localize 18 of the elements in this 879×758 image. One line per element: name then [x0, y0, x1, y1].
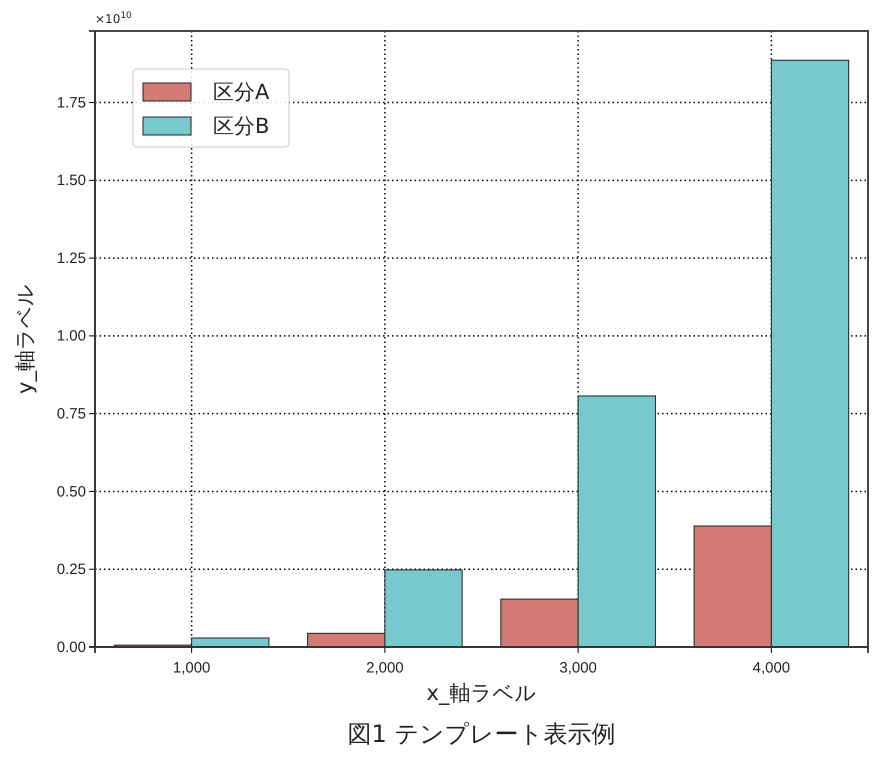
- y-tick-label: 1.75: [56, 94, 86, 112]
- x-tick-label: 1,000: [172, 660, 210, 676]
- y-tick-label: 0.25: [56, 561, 86, 578]
- y-axis-title: y_軸ラベル: [13, 284, 37, 394]
- y-tick-label: 1.50: [56, 172, 86, 190]
- y-tick-label: 0.50: [56, 483, 86, 500]
- y-tick-label: 0.75: [56, 405, 86, 422]
- y-tick-label: 1.00: [56, 328, 86, 345]
- x-tick-label: 2,000: [366, 660, 404, 676]
- x-axis-title: x_軸ラベル: [426, 681, 536, 705]
- text: ×10$^{10}$: [95, 11, 132, 26]
- y-tick-label: 0.00: [56, 638, 86, 656]
- x-tick-label: 4,000: [752, 660, 790, 676]
- y-tick-label: 1.25: [56, 250, 86, 267]
- legend-label: 区分A: [213, 80, 270, 104]
- legend-label: 区分B: [213, 114, 270, 138]
- text: 図1 テンプレート表示例: [348, 720, 616, 748]
- x-tick-label: 3,000: [559, 660, 597, 676]
